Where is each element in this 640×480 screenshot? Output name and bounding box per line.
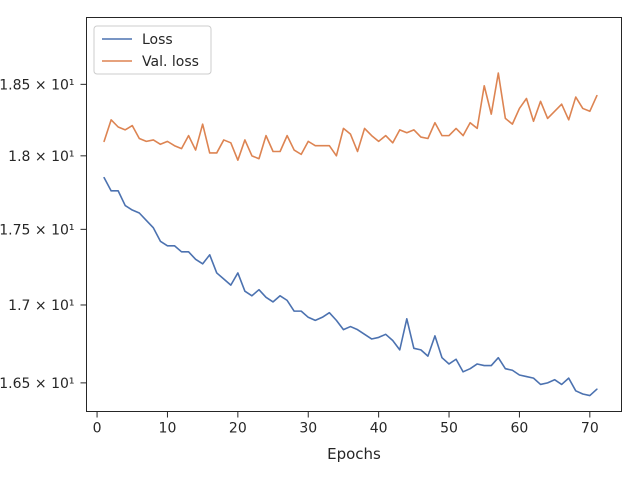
y-tick-label: 1.85 × 10¹ [0,77,75,93]
y-tick-label: 1.75 × 10¹ [0,222,75,238]
x-tick-label: 60 [511,421,529,437]
y-tick-label: 1.7 × 10¹ [8,298,74,314]
y-tick-label: 1.65 × 10¹ [0,376,75,392]
series-line-1 [103,72,598,161]
x-tick-label: 10 [159,421,177,437]
series-layer [103,72,598,397]
x-tick-label: 20 [229,421,247,437]
x-tick-label: 40 [370,421,388,437]
x-tick-label: 30 [299,421,317,437]
y-tick-label: 1.8 × 10¹ [8,149,74,165]
legend-label-loss: Loss [142,32,173,48]
x-tick-label: 0 [93,421,102,437]
series-line-0 [103,176,598,397]
ticks-layer: 0 10 20 30 40 50 60 70 1.65 × 10¹ 1.7 × 10¹ 1.75 ×… [0,77,599,436]
x-tick-label: 70 [581,421,599,437]
x-tick-label: 50 [440,421,458,437]
legend-label-val-loss: Val. loss [142,54,199,70]
x-axis-label: Epochs [327,445,381,463]
plot-frame [86,17,622,412]
legend-box [93,25,212,75]
legend: Loss Val. loss [93,25,212,75]
